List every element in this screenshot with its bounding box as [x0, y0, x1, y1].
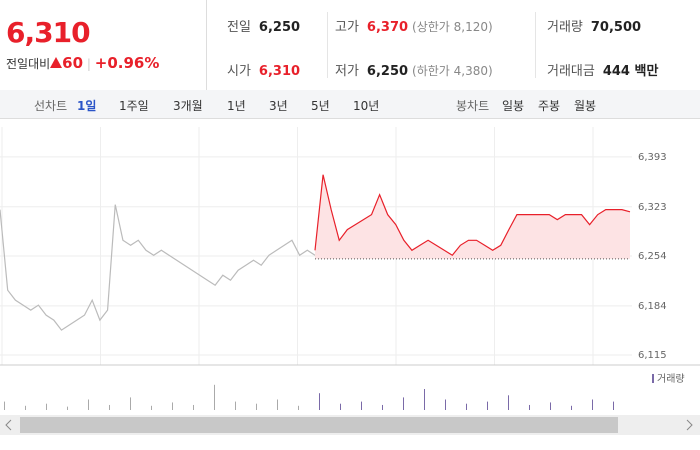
info-label: 거래량	[547, 20, 583, 35]
info-note: (상한가 8,120)	[412, 20, 493, 34]
scroll-right	[686, 419, 693, 431]
volume-bar	[529, 404, 530, 410]
info-label: 전일	[227, 20, 251, 35]
volume-bar	[298, 405, 299, 410]
volume-bar	[340, 403, 341, 410]
volume-bar	[571, 405, 572, 410]
volume-bar	[46, 403, 47, 410]
divider	[535, 12, 536, 78]
area	[315, 174, 630, 259]
tab-group-label: 봉차트	[456, 99, 490, 113]
y-tick-label: 6,115	[638, 350, 667, 361]
tab[interactable]: 5년	[311, 99, 330, 113]
info-label: 저가	[335, 64, 359, 79]
tab-bar: 선차트 1일 1주일 3개월 1년 3년 5년 10년 봉차트 일봉 주봉 월봉	[0, 90, 700, 119]
y-tick-label: 6,254	[638, 251, 667, 262]
volume-bar	[445, 399, 446, 410]
tab[interactable]: 주봉	[538, 99, 561, 113]
price-line	[314, 174, 631, 257]
y-tick-label: 6,323	[638, 202, 667, 213]
tab[interactable]: 1년	[227, 99, 246, 113]
volume-bar	[214, 384, 215, 410]
tab[interactable]: 3개월	[173, 99, 203, 113]
volume-bar	[109, 404, 110, 410]
volume-bar	[361, 401, 362, 410]
info-cell: 전일 6,250	[227, 16, 300, 35]
tab[interactable]: 1일	[77, 99, 97, 113]
info-value: 70,500	[590, 20, 642, 35]
volume-bar	[256, 403, 257, 410]
tab[interactable]: 10년	[353, 99, 380, 113]
info-value: 6,250	[366, 64, 409, 79]
volume-bar	[508, 395, 509, 410]
info-label: 시가	[227, 64, 251, 79]
volume-bar	[382, 404, 383, 410]
volume-bar	[319, 393, 320, 410]
divider	[327, 12, 328, 78]
info-label: 거래대금	[547, 64, 595, 79]
tab[interactable]: 일봉	[502, 99, 525, 113]
volume-bar	[550, 402, 551, 410]
header: 6,310 전일대비 60 | +0.96% 전일 6,250 고가 6,370 (상한가…	[0, 0, 700, 91]
info-cell: 거래량 70,500	[547, 16, 641, 35]
y-tick-label: 6,393	[638, 152, 667, 163]
change: 전일대비 60 | +0.96%	[6, 54, 160, 72]
tab[interactable]: 3년	[269, 99, 288, 113]
price: 6,310	[6, 16, 91, 49]
info-value: 444 백만	[602, 64, 659, 79]
change-label: 전일대비	[6, 57, 51, 71]
volume-bar	[130, 397, 131, 410]
volume-bar	[193, 404, 194, 410]
change-pct: +0.96%	[94, 54, 160, 72]
volume-bar	[151, 405, 152, 410]
tab[interactable]: 월봉	[574, 99, 597, 113]
info-cell: 거래대금 444 백만	[547, 60, 658, 79]
scroll-left	[5, 419, 12, 431]
legend-swatch	[652, 374, 654, 383]
info-cell: 시가 6,310	[227, 60, 300, 79]
volume-bar	[403, 397, 404, 410]
volume-bar	[67, 406, 68, 410]
info-cell: 고가 6,370 (상한가 8,120)	[335, 16, 493, 35]
volume-bar	[4, 401, 5, 410]
info-value: 6,310	[258, 64, 301, 79]
tab-group-label: 선차트	[34, 99, 68, 113]
volume-bar	[235, 401, 236, 410]
volume-bar	[277, 399, 278, 410]
volume-bar	[613, 401, 614, 410]
info-panel: 전일 6,250 고가 6,370 (상한가 8,120) 거래량 70,500 시가 6,31…	[206, 0, 700, 90]
info-value: 6,250	[258, 20, 301, 35]
legend-label: 거래량	[657, 373, 685, 385]
volume-bar	[424, 389, 425, 410]
info-note: (하한가 4,380)	[412, 64, 493, 78]
scrollbar-thumb	[20, 417, 618, 433]
tab[interactable]: 1주일	[119, 99, 149, 113]
volume-bar	[487, 401, 488, 410]
y-tick-label: 6,184	[638, 301, 667, 312]
volume-bar	[592, 399, 593, 410]
up-arrow	[50, 57, 63, 68]
info-label: 고가	[335, 20, 359, 35]
info-cell: 저가 6,250 (하한가 4,380)	[335, 60, 493, 79]
change-value: 60	[62, 54, 84, 72]
price-line	[0, 204, 316, 331]
chart: 6,393 6,323 6,254 6,184 6,115 거래량	[0, 127, 700, 435]
info-value: 6,370	[366, 20, 409, 35]
volume-bar	[466, 403, 467, 410]
volume-bar	[172, 402, 173, 410]
volume-bar	[25, 405, 26, 410]
volume-bar	[88, 399, 89, 410]
